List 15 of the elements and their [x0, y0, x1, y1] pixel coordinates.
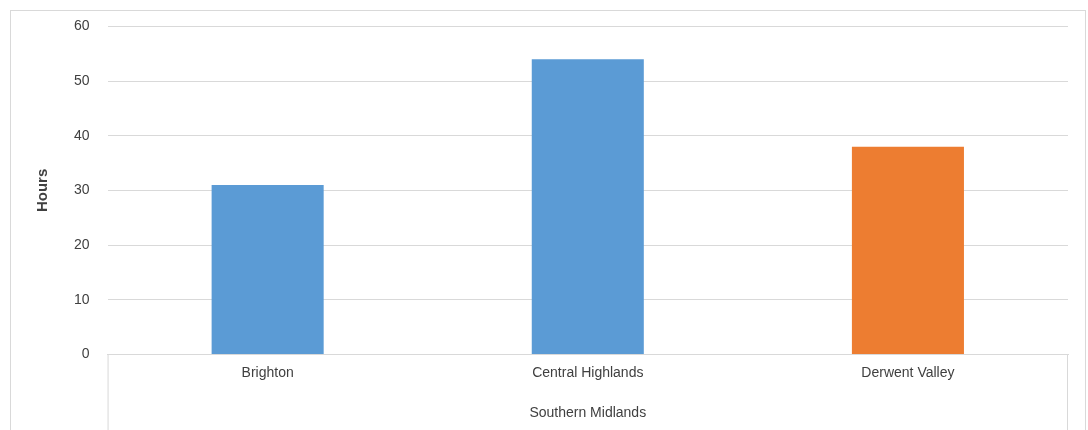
x-tick-label: Brighton: [241, 363, 294, 380]
y-tick-label: 10: [73, 290, 90, 307]
y-tick-label: 30: [73, 181, 90, 198]
x-tick-label: Derwent Valley: [861, 363, 955, 380]
y-tick-label: 60: [73, 17, 90, 34]
y-tick-label: 0: [81, 345, 90, 362]
x-axis-title: Southern Midlands: [529, 404, 647, 421]
bar: [211, 184, 324, 354]
bar: [531, 59, 644, 354]
x-tick-label: Central Highlands: [532, 363, 644, 380]
y-axis-title: Hours: [33, 168, 51, 213]
y-tick-label: 50: [73, 71, 90, 88]
bar: [851, 146, 964, 354]
y-tick-label: 20: [73, 235, 90, 252]
y-tick-label: 40: [73, 126, 90, 143]
